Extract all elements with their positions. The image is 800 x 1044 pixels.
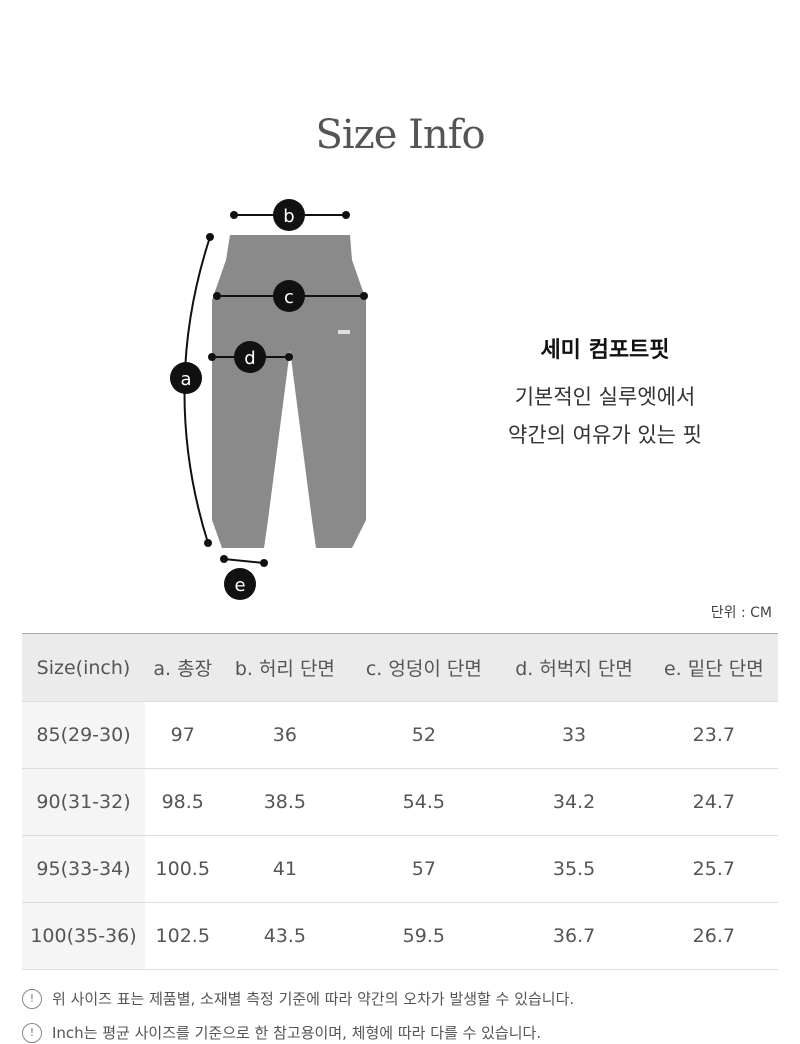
col-header: c. 엉덩이 단면 (349, 633, 499, 702)
value-cell: 52 (349, 701, 499, 769)
size-cell: 85(29-30) (22, 701, 145, 769)
label-b: b (283, 206, 294, 227)
info-icon: ! (22, 1022, 42, 1043)
value-cell: 25.7 (649, 835, 778, 903)
value-cell: 35.5 (498, 835, 650, 903)
fit-desc-line: 기본적인 실루엣에서 (514, 385, 696, 409)
size-cell: 95(33-34) (22, 835, 145, 903)
value-cell: 36.7 (498, 902, 650, 970)
unit-label: 단위 : CM (710, 605, 772, 621)
value-cell: 98.5 (145, 768, 221, 836)
pants-image (212, 235, 366, 548)
value-cell: 43.5 (220, 902, 350, 970)
note: ! 위 사이즈 표는 제품별, 소재별 측정 기준에 따라 약간의 오차가 발생할… (22, 988, 574, 1009)
size-table: Size(inch) a. 총장 b. 허리 단면 c. 엉덩이 단면 d. 허… (22, 633, 778, 970)
value-cell: 59.5 (349, 902, 499, 970)
value-cell: 33 (498, 701, 650, 769)
table-header-row: Size(inch) a. 총장 b. 허리 단면 c. 엉덩이 단면 d. 허… (22, 633, 778, 702)
value-cell: 26.7 (649, 902, 778, 970)
page-title: Size Info (315, 112, 485, 158)
value-cell: 102.5 (145, 902, 221, 970)
info-icon: ! (22, 988, 42, 1009)
col-header: b. 허리 단면 (220, 633, 350, 702)
value-cell: 34.2 (498, 768, 650, 836)
label-d: d (244, 348, 255, 369)
fit-desc-line: 약간의 여유가 있는 핏 (508, 423, 702, 447)
value-cell: 38.5 (220, 768, 350, 836)
col-header: d. 허벅지 단면 (498, 633, 650, 702)
value-cell: 57 (349, 835, 499, 903)
col-header: a. 총장 (145, 633, 221, 702)
col-header: Size(inch) (22, 633, 145, 702)
table-row: 85(29-30) 97 36 52 33 23.7 (22, 701, 778, 769)
note-text: 위 사이즈 표는 제품별, 소재별 측정 기준에 따라 약간의 오차가 발생할 … (52, 990, 575, 1008)
size-cell: 90(31-32) (22, 768, 145, 836)
value-cell: 41 (220, 835, 350, 903)
size-cell: 100(35-36) (22, 902, 145, 970)
label-c: c (284, 287, 294, 308)
fit-name: 세미 컴포트핏 (540, 338, 670, 363)
note: ! Inch는 평균 사이즈를 기준으로 한 참고용이며, 체형에 따라 다를 수… (22, 1022, 541, 1043)
pants-size-diagram: b c d a e (170, 199, 368, 600)
table-row: 90(31-32) 98.5 38.5 54.5 34.2 24.7 (22, 768, 778, 836)
value-cell: 36 (220, 701, 350, 769)
note-text: Inch는 평균 사이즈를 기준으로 한 참고용이며, 체형에 따라 다를 수 … (52, 1024, 542, 1042)
table-row: 95(33-34) 100.5 41 57 35.5 25.7 (22, 835, 778, 903)
label-e: e (234, 575, 245, 596)
table-row: 100(35-36) 102.5 43.5 59.5 36.7 26.7 (22, 902, 778, 970)
col-header: e. 밑단 단면 (649, 633, 778, 702)
fit-description: 세미 컴포트핏 기본적인 실루엣에서 약간의 여유가 있는 핏 (470, 332, 740, 454)
value-cell: 24.7 (649, 768, 778, 836)
value-cell: 97 (145, 701, 221, 769)
label-a: a (180, 369, 191, 390)
value-cell: 23.7 (649, 701, 778, 769)
value-cell: 54.5 (349, 768, 499, 836)
value-cell: 100.5 (145, 835, 221, 903)
